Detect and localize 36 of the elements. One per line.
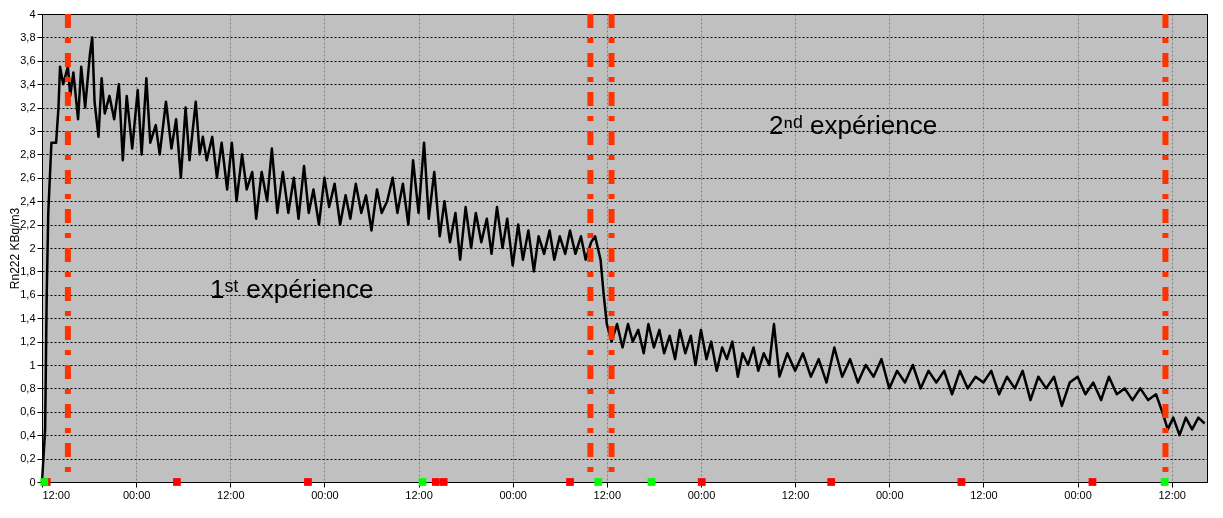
y-tick-label: 4: [29, 7, 36, 20]
x-tick-label: 00:00: [1064, 488, 1092, 501]
x-tick-label: 12:00: [1158, 488, 1186, 501]
y-tick-label: 1,6: [20, 288, 36, 301]
x-tick-label: 00:00: [876, 488, 904, 501]
y-tick-label: 3,2: [20, 101, 36, 114]
y-tick-label: 2,6: [20, 171, 36, 184]
y-tick-label: 0: [29, 475, 36, 488]
y-tick-label: 1: [29, 358, 36, 371]
y-tick-label: 3: [29, 124, 36, 137]
y-tick-label: 3,4: [20, 77, 36, 90]
x-tick-label: 00:00: [687, 488, 716, 501]
annotation: 1ˢᵗ expérience: [210, 274, 374, 304]
y-tick-label: 0,4: [20, 428, 36, 441]
y-tick-label: 2: [29, 241, 36, 254]
y-tick-label: 1,8: [20, 264, 36, 277]
x-tick-label: 00:00: [311, 488, 339, 501]
x-tick-label: 12:00: [593, 488, 622, 501]
x-tick-label: 12:00: [405, 488, 433, 501]
x-tick-label: 00:00: [499, 488, 527, 501]
y-tick-label: 3,8: [20, 30, 36, 43]
y-tick-label: 1,4: [20, 311, 36, 324]
x-tick-label: 12:00: [970, 488, 998, 501]
x-tick-label: 12:00: [217, 488, 245, 501]
y-tick-label: 3,6: [20, 54, 36, 67]
y-tick-label: 1,2: [20, 335, 36, 348]
y-tick-label: 0,6: [20, 405, 36, 418]
x-tick-label: 12:00: [42, 488, 71, 501]
y-tick-label: 0,8: [20, 381, 36, 394]
annotation: 2ⁿᵈ expérience: [769, 110, 938, 140]
y-tick-label: 2,4: [20, 194, 36, 207]
x-tick-label: 12:00: [781, 488, 810, 501]
y-tick-label: 0,2: [20, 452, 36, 465]
y-tick-label: 2,2: [20, 218, 36, 231]
y-tick-label: 2,8: [20, 147, 36, 160]
x-tick-label: 00:00: [122, 488, 151, 501]
